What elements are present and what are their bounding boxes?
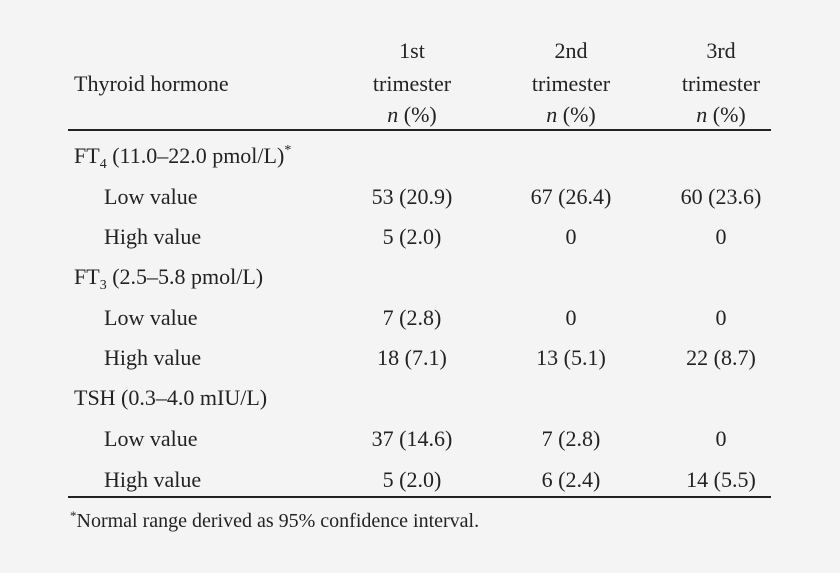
col3-header-line3: n (%) [696, 102, 746, 127]
cell-value: 5 (2.0) [382, 224, 442, 249]
cell-value: 7 (2.8) [541, 426, 601, 451]
group-heading-ft3: FT3 (2.5–5.8 pmol/L) [74, 264, 264, 293]
row-label: Low value [104, 305, 198, 330]
header-rule [68, 129, 771, 131]
group-heading-ft4: FT4 (11.0–22.0 pmol/L)* [74, 143, 292, 172]
cell-value: 13 (5.1) [536, 345, 606, 370]
cell-value: 22 (8.7) [686, 345, 756, 370]
cell-value: 6 (2.4) [541, 467, 601, 492]
cell-value: 0 [715, 305, 727, 330]
col3-header-line2: trimester [681, 71, 761, 96]
row-label: High value [104, 467, 202, 492]
cell-value: 18 (7.1) [377, 345, 447, 370]
footnote: *Normal range derived as 95% confidence … [70, 508, 480, 532]
col2-header-line2: trimester [531, 71, 611, 96]
col2-header-line1: 2nd [554, 38, 588, 63]
col1-header-line1: 1st [399, 38, 425, 63]
cell-value: 0 [715, 426, 727, 451]
row-label: High value [104, 224, 202, 249]
cell-value: 37 (14.6) [371, 426, 453, 451]
cell-value: 53 (20.9) [371, 184, 453, 209]
row-label: Low value [104, 426, 198, 451]
cell-value: 14 (5.5) [686, 467, 756, 492]
header-label: Thyroid hormone [74, 71, 229, 96]
col1-header-line3: n (%) [387, 102, 437, 127]
bottom-rule [68, 496, 771, 498]
row-label: Low value [104, 184, 198, 209]
row-label: High value [104, 345, 202, 370]
cell-value: 0 [565, 305, 577, 330]
cell-value: 67 (26.4) [530, 184, 612, 209]
cell-value: 0 [715, 224, 727, 249]
cell-value: 60 (23.6) [680, 184, 762, 209]
col1-header-line2: trimester [372, 71, 452, 96]
col2-header-line3: n (%) [546, 102, 596, 127]
col3-header-line1: 3rd [706, 38, 736, 63]
group-heading-tsh: TSH (0.3–4.0 mIU/L) [74, 385, 268, 410]
cell-value: 7 (2.8) [382, 305, 442, 330]
cell-value: 0 [565, 224, 577, 249]
cell-value: 5 (2.0) [382, 467, 442, 492]
